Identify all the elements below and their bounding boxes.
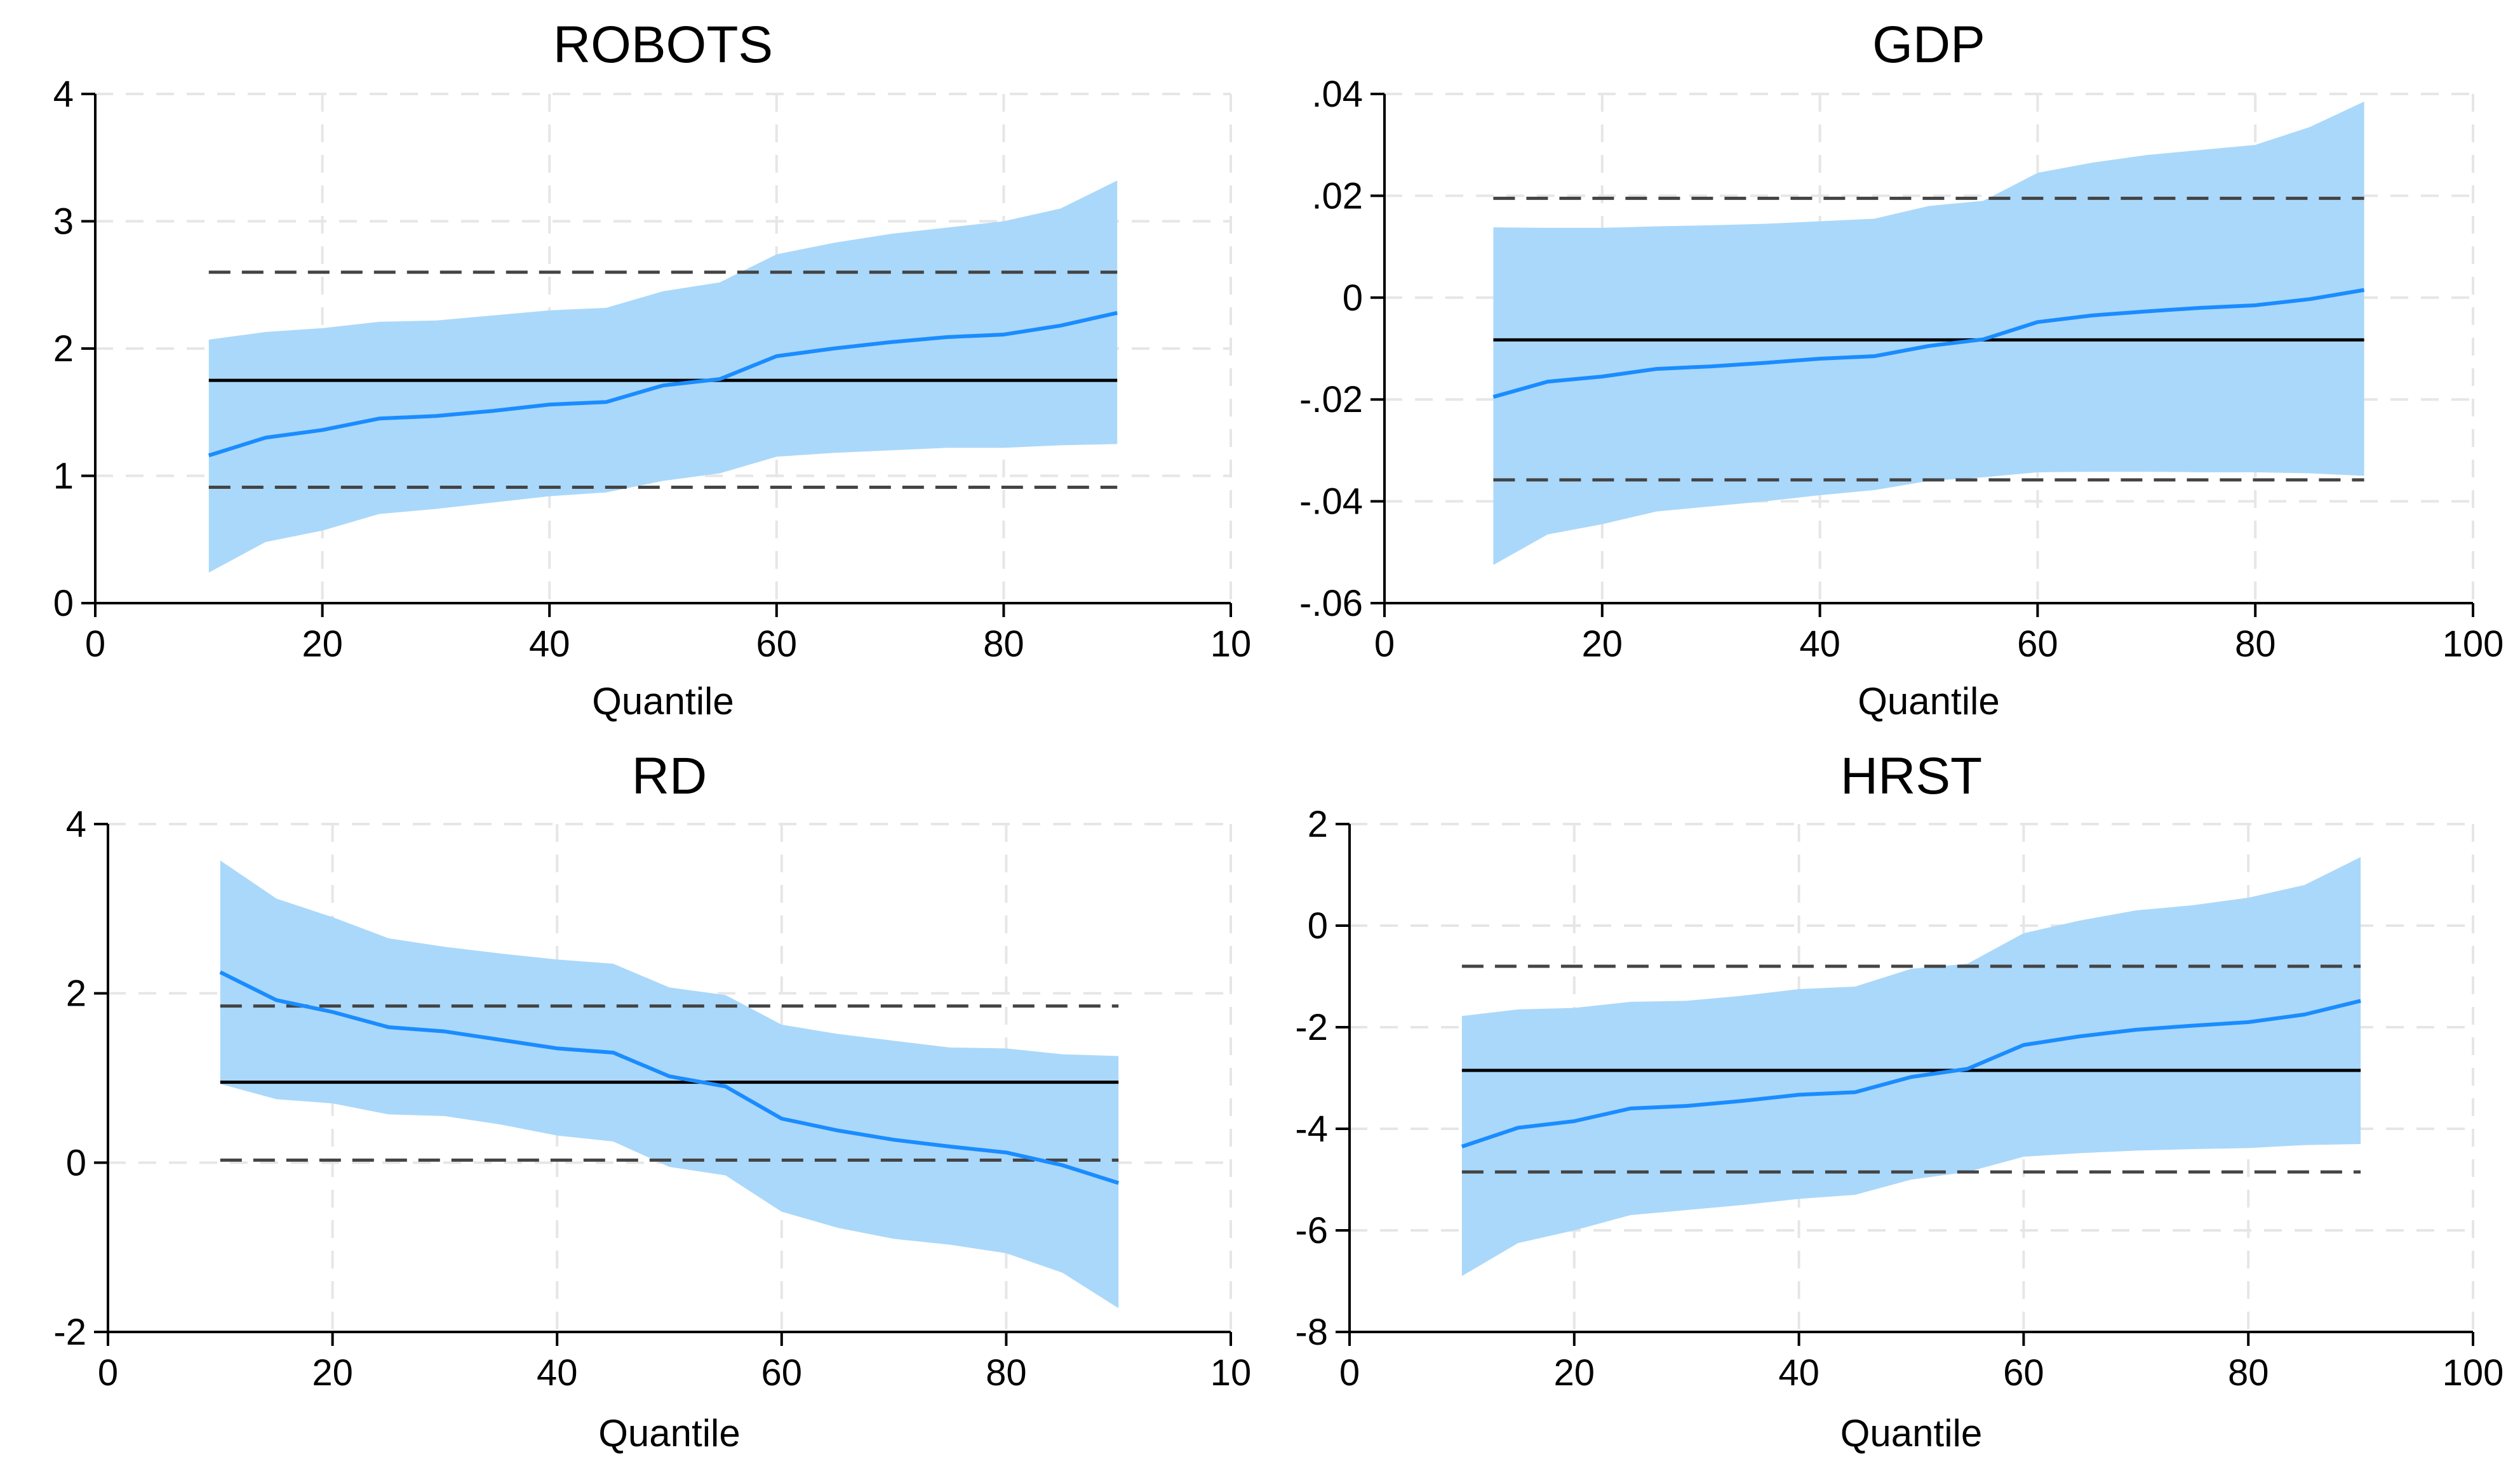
panel-title: RD — [632, 747, 707, 805]
confidence-band — [1493, 102, 2364, 565]
x-tick-label: 80 — [986, 1352, 1027, 1394]
y-tick-label: 4 — [66, 804, 86, 845]
y-tick-label: 2 — [66, 973, 86, 1015]
x-tick-label: 20 — [312, 1352, 353, 1394]
y-tick-label: -2 — [53, 1312, 86, 1353]
x-axis-label: Quantile — [1840, 1412, 1982, 1454]
x-tick-label: 60 — [2017, 623, 2058, 665]
confidence-band — [220, 860, 1119, 1308]
quantile-coefficient-line — [208, 310, 1118, 458]
y-tick-label: -2 — [1295, 1007, 1328, 1048]
y-tick-label: -.04 — [1299, 481, 1363, 522]
quantile-coefficient-line — [1492, 288, 2365, 399]
x-axis-label: Quantile — [1858, 680, 1999, 722]
x-tick-label: 40 — [1799, 623, 1840, 665]
x-tick-label: 0 — [1339, 1352, 1360, 1394]
y-tick-label: -6 — [1295, 1210, 1328, 1251]
x-tick-label: 0 — [85, 623, 105, 665]
panel-title: GDP — [1872, 16, 1985, 74]
y-tick-label: 0 — [1308, 905, 1328, 947]
y-tick-label: .04 — [1311, 74, 1363, 115]
y-tick-label: 4 — [53, 74, 74, 115]
y-tick-label: 0 — [53, 583, 74, 624]
x-tick-label: 40 — [529, 623, 570, 665]
y-tick-label: -8 — [1295, 1312, 1328, 1353]
panel-title: HRST — [1840, 747, 1982, 805]
y-tick-label: 1 — [53, 456, 74, 497]
y-tick-label: 2 — [1308, 804, 1328, 845]
x-tick-label: 80 — [2235, 623, 2276, 665]
x-tick-label: 0 — [1374, 623, 1395, 665]
quantile-coefficient-line — [219, 970, 1120, 1185]
x-tick-label: 80 — [2228, 1352, 2269, 1394]
x-tick-label: 60 — [756, 623, 798, 665]
confidence-band — [1461, 857, 2361, 1276]
y-tick-label: 0 — [66, 1142, 86, 1183]
quantile-coefficient-line — [1461, 999, 2361, 1148]
y-tick-label: 3 — [53, 201, 74, 243]
panel-gdp: GDP Quantile -.06 -.04 -.02 0 .02 .04 0 20 40 60 8… — [1299, 16, 2503, 722]
x-axis-label: Quantile — [592, 680, 734, 722]
x-tick-label: 60 — [2003, 1352, 2044, 1394]
plot-layer: -.06 -.04 -.02 0 .02 .04 0 20 40 60 80 100 — [1299, 74, 2503, 665]
x-tick-label: 20 — [1582, 623, 1623, 665]
y-tick-label: -4 — [1295, 1108, 1328, 1150]
confidence-band — [208, 180, 1118, 573]
y-tick-label: -.06 — [1299, 583, 1363, 624]
x-tick-label: 80 — [983, 623, 1024, 665]
y-tick-label: -.02 — [1299, 379, 1363, 420]
y-tick-label: 0 — [1343, 277, 1363, 319]
x-tick-label: 60 — [761, 1352, 803, 1394]
x-axis-label: Quantile — [598, 1412, 740, 1454]
x-tick-label: 20 — [1554, 1352, 1595, 1394]
x-tick-label: 0 — [98, 1352, 118, 1394]
x-tick-label: 10 — [1210, 1352, 1252, 1394]
x-tick-label: 100 — [2443, 1352, 2504, 1394]
y-tick-label: 2 — [53, 328, 74, 369]
x-tick-label: 40 — [1778, 1352, 1820, 1394]
x-tick-label: 20 — [302, 623, 343, 665]
panel-title: ROBOTS — [553, 16, 773, 74]
x-tick-label: 10 — [1210, 623, 1252, 665]
x-tick-label: 100 — [2443, 623, 2504, 665]
y-tick-label: .02 — [1311, 175, 1363, 216]
x-tick-label: 40 — [537, 1352, 578, 1394]
